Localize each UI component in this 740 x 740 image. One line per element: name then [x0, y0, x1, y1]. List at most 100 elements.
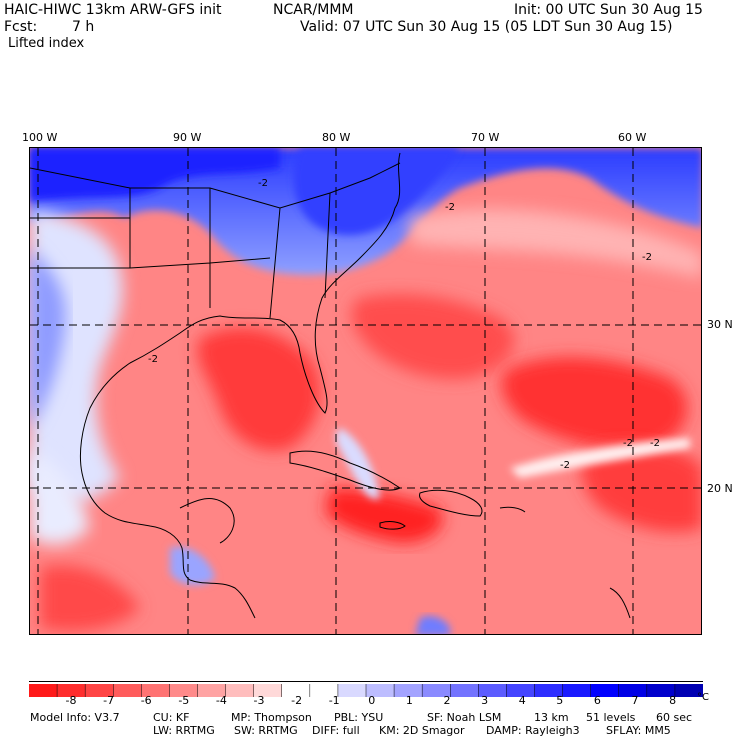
contour-label-2: -2: [445, 202, 455, 213]
time-step: 60 sec: [656, 711, 693, 724]
colorbar-swatch: [113, 684, 142, 697]
colorbar-swatch: [366, 684, 395, 697]
colorbar-tick-label: 6: [593, 694, 601, 707]
colorbar-swatch: [646, 684, 676, 697]
cuba: [289, 450, 401, 491]
grid-resolution: 13 km: [534, 711, 569, 724]
unstable-pacific: [40, 565, 140, 632]
unstable-atlantic-2: [501, 357, 688, 449]
lon-label-60w: 60 W: [618, 131, 647, 144]
unstable-caribbean: [325, 488, 443, 543]
model-info: Model Info: V3.7: [30, 711, 120, 724]
model-title: HAIC-HIWC 13km ARW-GFS init: [4, 2, 222, 18]
lifted-index-map: -2 -2 -2 -2 -2 -2 -2: [29, 147, 702, 635]
colorbar-tick-label: -3: [253, 694, 265, 707]
longwave-scheme: LW: RRTMG: [153, 724, 215, 737]
colorbar-tick-label: -1: [328, 694, 340, 707]
unstable-atlantic-1: [351, 294, 515, 379]
surface-layer-scheme: SFLAY: MM5: [606, 724, 671, 737]
lesser-antilles: [609, 587, 631, 619]
forecast-label: Fcst:: [4, 19, 38, 35]
contour-label-6: -2: [560, 460, 570, 471]
hispaniola: [419, 489, 483, 517]
vertical-levels: 51 levels: [586, 711, 636, 724]
damping-option: DAMP: Rayleigh3: [486, 724, 580, 737]
colorbar-swatch: [590, 684, 620, 697]
forecast-hour: 7 h: [72, 19, 95, 35]
colorbar-tick-label: 5: [556, 694, 564, 707]
colorbar-unit: °C: [697, 692, 709, 703]
colorbar-swatch: [253, 684, 283, 697]
microphysics-scheme: MP: Thompson: [231, 711, 312, 724]
init-time: Init: 00 UTC Sun 30 Aug 15: [514, 2, 703, 18]
colorbar-tick-label: 8: [669, 694, 677, 707]
org-label: NCAR/MMM: [273, 2, 354, 18]
stable-south: [415, 616, 450, 634]
colorbar-swatch: [674, 684, 704, 697]
colorbar-swatch: [562, 684, 592, 697]
eddy-coefficient-option: KM: 2D Smagor: [379, 724, 465, 737]
state-borders: [30, 188, 331, 319]
lat-label-30n: 30 N: [707, 318, 733, 331]
colorbar-swatches: [29, 684, 704, 697]
yucatan-coast: [179, 498, 235, 544]
contour-label-4: -2: [148, 354, 158, 365]
weak-band-atlantic: [510, 438, 690, 478]
colorbar-tick-label: -5: [178, 694, 190, 707]
pbl-scheme: PBL: YSU: [334, 711, 384, 724]
colorbar-tick-label: 3: [481, 694, 489, 707]
lon-label-100w: 100 W: [22, 131, 58, 144]
map-canvas: -2 -2 -2 -2 -2 -2 -2: [30, 148, 701, 634]
colorbar-swatch: [309, 684, 339, 697]
colorbar-swatch: [478, 684, 507, 697]
cold-core-nw: [30, 148, 280, 203]
colorbar-swatch: [534, 684, 564, 697]
coastlines: [30, 152, 631, 619]
colorbar-tick-label: -6: [140, 694, 152, 707]
colorbar-swatch: [225, 684, 255, 697]
stable-air-mexico: [30, 448, 90, 545]
unstable-gulf: [197, 327, 321, 451]
jamaica: [379, 521, 406, 530]
colorbar-swatch: [450, 684, 479, 697]
lon-label-80w: 80 W: [322, 131, 351, 144]
colorbar-tick-label: 4: [518, 694, 526, 707]
colorbar-tick-label: 0: [368, 694, 376, 707]
colorbar-swatch: [141, 684, 170, 697]
colorbar-swatch: [85, 684, 114, 697]
colorbar: [29, 681, 704, 697]
puerto-rico: [499, 506, 526, 513]
colorbar-swatch: [506, 684, 535, 697]
gulf-coastline: [79, 152, 401, 619]
lon-label-90w: 90 W: [173, 131, 202, 144]
contour-label-1: -2: [258, 178, 268, 189]
colorbar-swatch: [29, 684, 58, 697]
diffusion-option: DIFF: full: [312, 724, 360, 737]
surface-scheme: SF: Noah LSM: [427, 711, 502, 724]
lon-label-70w: 70 W: [471, 131, 500, 144]
colorbar-tick-label: 7: [631, 694, 639, 707]
cold-core-ne: [293, 148, 460, 236]
colorbar-swatch: [422, 684, 451, 697]
contour-label-7: -2: [650, 438, 660, 449]
colorbar-tick-label: -4: [215, 694, 227, 707]
colorbar-tick-label: -2: [291, 694, 303, 707]
colorbar-swatch: [394, 684, 423, 697]
colorbar-swatch: [197, 684, 227, 697]
latlon-grid: [30, 148, 701, 634]
valid-time: Valid: 07 UTC Sun 30 Aug 15 (05 LDT Sun …: [300, 19, 673, 35]
colorbar-tick-label: -8: [65, 694, 77, 707]
stable-cuba: [335, 428, 380, 499]
colorbar-tick-label: 1: [405, 694, 413, 707]
field-name: Lifted index: [8, 36, 85, 51]
colorbar-swatch: [57, 684, 86, 697]
colorbar-tick-label: -7: [103, 694, 115, 707]
colorbar-tick-label: 2: [443, 694, 451, 707]
shortwave-scheme: SW: RRTMG: [234, 724, 298, 737]
weak-band-north: [410, 209, 701, 278]
colorbar-swatch: [618, 684, 648, 697]
colorbar-swatch: [169, 684, 198, 697]
colorbar-swatch: [281, 684, 311, 697]
contour-label-5: -2: [623, 438, 633, 449]
stable-core-west: [30, 248, 66, 428]
